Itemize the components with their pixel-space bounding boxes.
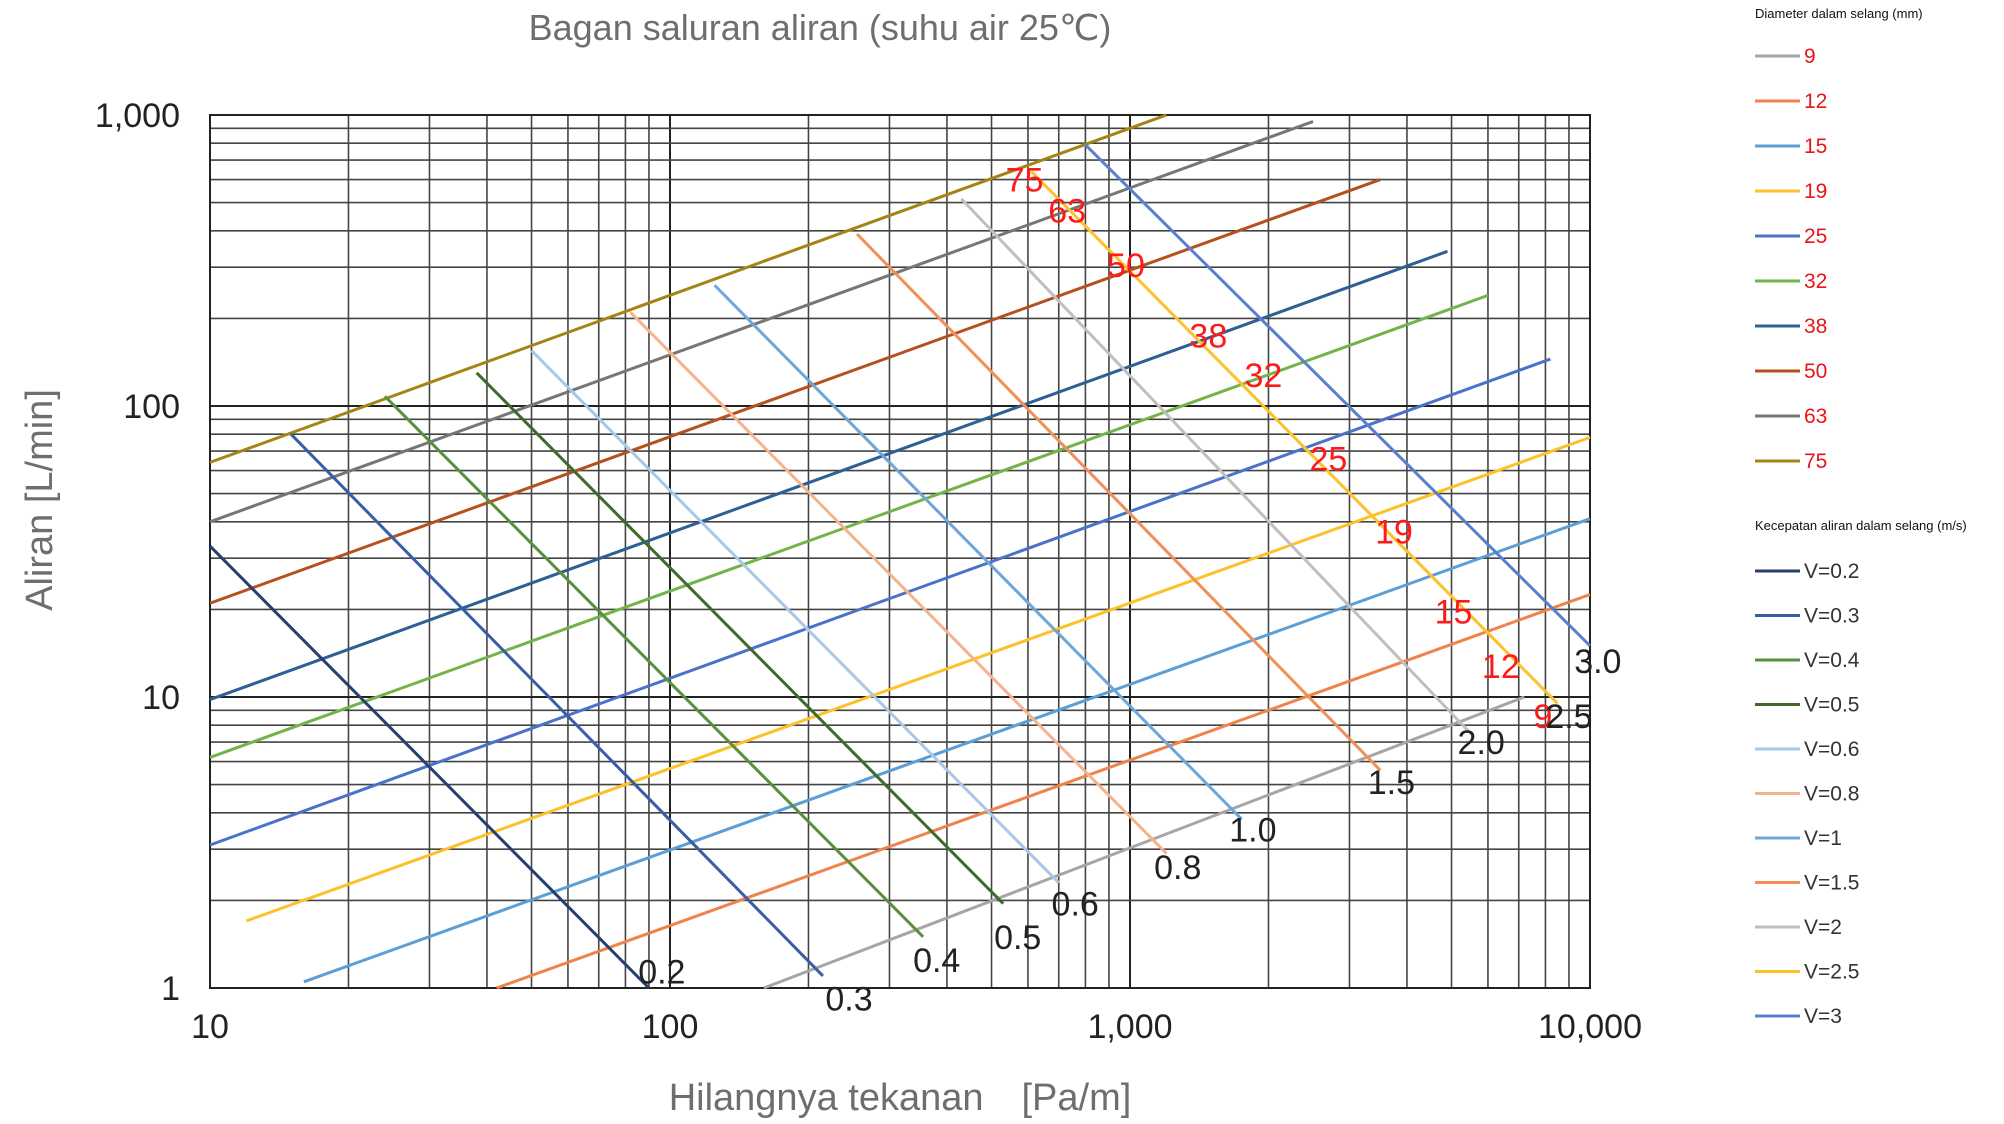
velocity-legend-label: V=3 — [1804, 1005, 1842, 1028]
diameter-line-15 — [303, 517, 1591, 984]
diameter-annotation: 75 — [1006, 162, 1044, 200]
velocity-legend-label: V=2.5 — [1804, 961, 1859, 984]
diameter-legend-label: 9 — [1804, 45, 1816, 68]
diameter-legend-label: 75 — [1804, 450, 1827, 473]
diameter-line-9 — [763, 695, 1525, 990]
x-tick-label: 1,000 — [1087, 1008, 1172, 1046]
velocity-line-0-8 — [629, 311, 1168, 855]
velocity-line-3-0 — [1084, 143, 1592, 647]
velocity-line-1-0 — [713, 284, 1243, 821]
velocity-annotation: 1.5 — [1368, 764, 1415, 802]
velocity-annotation: 2.0 — [1458, 724, 1505, 762]
diameter-legend-label: 15 — [1804, 135, 1827, 158]
y-tick-label: 1,000 — [95, 97, 180, 135]
plot-frame — [209, 114, 1591, 989]
velocity-annotation: 1.0 — [1229, 812, 1276, 850]
diameter-legend-label: 63 — [1804, 405, 1827, 428]
velocity-line-2-5 — [1030, 170, 1559, 705]
diameter-annotation: 15 — [1435, 593, 1473, 631]
y-tick-label: 1 — [161, 970, 180, 1008]
x-tick-label: 10,000 — [1538, 1008, 1642, 1046]
diameter-legend-label: 12 — [1804, 90, 1827, 113]
velocity-legend-label: V=0.3 — [1804, 605, 1859, 628]
diameter-annotation: 9 — [1533, 698, 1552, 736]
velocity-line-1-5 — [855, 232, 1382, 772]
velocity-legend-label: V=0.8 — [1804, 783, 1859, 806]
chart-title: Bagan saluran aliran (suhu air 25℃) — [529, 7, 1112, 48]
x-tick-label: 100 — [642, 1008, 699, 1046]
velocity-line-0-2 — [208, 545, 651, 990]
diameter-line-50 — [209, 178, 1381, 605]
velocity-line-0-6 — [530, 349, 1060, 884]
diameter-line-38 — [209, 249, 1449, 701]
diameter-annotation: 12 — [1482, 648, 1520, 686]
diameter-legend-title: Diameter dalam selang (mm) — [1755, 6, 1923, 21]
y-tick-label: 100 — [123, 388, 180, 426]
velocity-annotation: 0.5 — [994, 919, 1041, 957]
diameter-annotation: 32 — [1245, 357, 1283, 395]
diameter-annotation: 38 — [1189, 317, 1227, 355]
velocity-annotation: 3.0 — [1574, 643, 1621, 681]
velocity-annotation: 0.4 — [913, 942, 960, 980]
diameter-line-32 — [209, 293, 1489, 759]
y-tick-label: 10 — [142, 679, 180, 717]
diameter-legend-label: 38 — [1804, 315, 1827, 338]
velocity-legend-title: Kecepatan aliran dalam selang (m/s) — [1755, 518, 1967, 533]
diameter-legend-label: 25 — [1804, 225, 1827, 248]
x-tick-label: 10 — [191, 1008, 229, 1046]
diameter-annotation: 25 — [1310, 441, 1348, 479]
diameter-annotation: 50 — [1107, 247, 1145, 285]
velocity-legend-label: V=0.6 — [1804, 738, 1859, 761]
diameter-annotation: 19 — [1375, 514, 1413, 552]
velocity-line-0-5 — [475, 371, 1005, 905]
velocity-legend-label: V=1 — [1804, 827, 1842, 850]
grid — [209, 114, 1591, 989]
velocity-annotation: 0.6 — [1052, 886, 1099, 924]
velocity-legend-label: V=0.2 — [1804, 560, 1859, 583]
velocity-legend-label: V=0.5 — [1804, 694, 1859, 717]
diameter-legend-label: 50 — [1804, 360, 1827, 383]
velocity-line-0-3 — [289, 433, 824, 978]
velocity-legend-label: V=2 — [1804, 916, 1842, 939]
velocity-annotation: 0.2 — [638, 953, 685, 991]
velocity-annotation: 0.3 — [825, 981, 872, 1019]
velocity-annotation: 2.5 — [1545, 698, 1592, 736]
diameter-annotation: 63 — [1048, 192, 1086, 230]
x-axis-label: Hilangnya tekanan [Pa/m] — [669, 1077, 1132, 1119]
velocity-legend-label: V=0.4 — [1804, 649, 1860, 672]
diameter-line-12 — [496, 593, 1591, 990]
diameter-legend-label: 19 — [1804, 180, 1827, 203]
y-axis-label: Aliran [L/min] — [19, 389, 61, 611]
velocity-line-0-4 — [383, 395, 925, 938]
diameter-line-25 — [209, 357, 1551, 847]
diameter-line-19 — [245, 435, 1591, 923]
velocity-annotation: 0.8 — [1154, 849, 1201, 887]
diameter-legend-label: 32 — [1804, 270, 1827, 293]
velocity-legend-label: V=1.5 — [1804, 872, 1859, 895]
diameter-line-75 — [209, 113, 1167, 464]
velocity-line-2-0 — [960, 197, 1472, 735]
diameter-line-63 — [209, 120, 1314, 524]
